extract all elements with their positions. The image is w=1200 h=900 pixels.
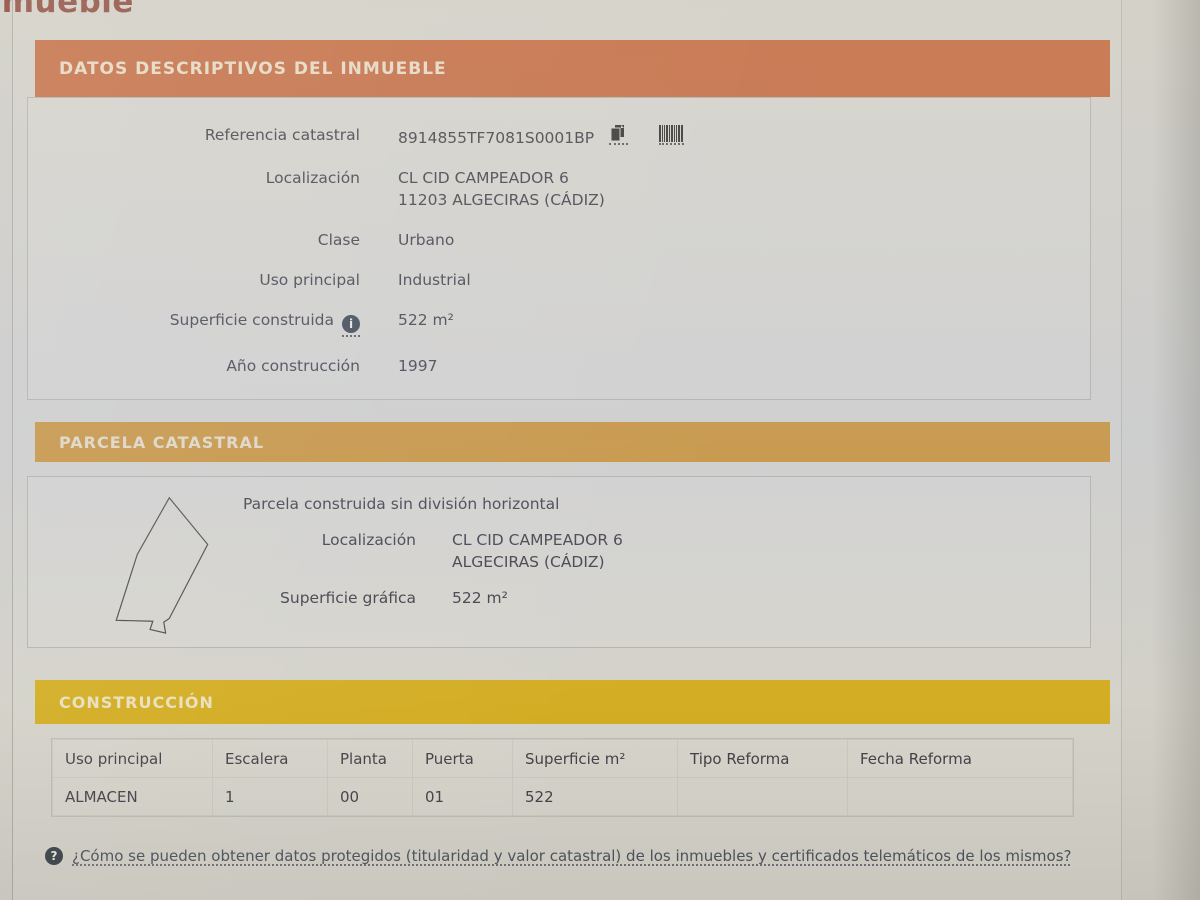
col-uso-principal: Uso principal xyxy=(52,739,213,778)
parcel-outline-drawing xyxy=(115,496,209,634)
barcode-icon[interactable] xyxy=(659,125,685,145)
localizacion-label: Localización xyxy=(265,169,360,187)
content-panel: DATOS DESCRIPTIVOS DEL INMUEBLE Referenc… xyxy=(12,0,1122,900)
parcela-nota: Parcela construida sin división horizont… xyxy=(243,495,560,513)
datos-content-box: Referencia catastral 8914855TF7081S0001B… xyxy=(27,97,1091,400)
field-row-superficie-construida: Superficie construida i 522 m² xyxy=(28,309,1090,337)
superficie-construida-label-text: Superficie construida xyxy=(169,311,334,329)
section-parcela-catastral: PARCELA CATASTRAL Parcela construida sin… xyxy=(27,422,1110,648)
cell-fecha-reforma xyxy=(847,777,1073,816)
parcela-row-superficie: Superficie gráfica 522 m² xyxy=(28,587,1090,609)
section-header-datos: DATOS DESCRIPTIVOS DEL INMUEBLE xyxy=(35,40,1110,97)
clase-label: Clase xyxy=(317,231,360,249)
section-construccion: CONSTRUCCIÓN Uso principal Escalera Plan… xyxy=(35,680,1110,817)
anio-construccion-label: Año construcción xyxy=(226,357,360,375)
cell-puerta: 01 xyxy=(412,777,513,816)
clase-value: Urbano xyxy=(398,231,455,249)
col-escalera: Escalera xyxy=(212,739,328,778)
parcela-content-box: Parcela construida sin división horizont… xyxy=(27,476,1091,648)
col-tipo-reforma: Tipo Reforma xyxy=(677,739,848,778)
col-puerta: Puerta xyxy=(412,739,513,778)
localizacion-line2: 11203 ALGECIRAS (CÁDIZ) xyxy=(398,191,605,209)
localizacion-line1: CL CID CAMPEADOR 6 xyxy=(398,169,569,187)
section-header-construccion: CONSTRUCCIÓN xyxy=(35,680,1110,724)
field-row-anio-construccion: Año construcción 1997 xyxy=(28,355,1090,377)
table-row: ALMACEN 1 00 01 522 xyxy=(52,777,1073,816)
parcela-fields: Localización CL CID CAMPEADOR 6 ALGECIRA… xyxy=(28,529,1090,627)
parcela-localizacion-line2: ALGECIRAS (CÁDIZ) xyxy=(452,553,605,571)
cell-superficie: 522 xyxy=(512,777,678,816)
help-circle-glyph: ? xyxy=(50,849,58,863)
parcela-row-localizacion: Localización CL CID CAMPEADOR 6 ALGECIRA… xyxy=(28,529,1090,573)
anio-construccion-value: 1997 xyxy=(398,357,438,375)
info-circle-glyph: i xyxy=(342,315,360,333)
uso-principal-label: Uso principal xyxy=(259,271,360,289)
superficie-construida-value: 522 m² xyxy=(398,311,454,329)
construccion-header-row: Uso principal Escalera Planta Puerta Sup… xyxy=(52,739,1073,778)
content-inner: DATOS DESCRIPTIVOS DEL INMUEBLE Referenc… xyxy=(13,0,1110,865)
col-fecha-reforma: Fecha Reforma xyxy=(847,739,1073,778)
cell-planta: 00 xyxy=(327,777,413,816)
referencia-label: Referencia catastral xyxy=(204,126,360,144)
section-header-parcela: PARCELA CATASTRAL xyxy=(35,422,1110,462)
field-row-clase: Clase Urbano xyxy=(28,229,1090,251)
uso-principal-value: Industrial xyxy=(398,271,471,289)
cell-uso-principal: ALMACEN xyxy=(52,777,213,816)
localizacion-value: CL CID CAMPEADOR 6 11203 ALGECIRAS (CÁDI… xyxy=(398,167,605,211)
footer-help-row: ? ¿Cómo se pueden obtener datos protegid… xyxy=(35,847,1110,865)
referencia-value: 8914855TF7081S0001BP xyxy=(398,129,595,147)
copy-document-icon[interactable] xyxy=(609,124,629,145)
cell-tipo-reforma xyxy=(677,777,848,816)
parcela-superficie-label: Superficie gráfica xyxy=(280,589,416,607)
field-row-localizacion: Localización CL CID CAMPEADOR 6 11203 AL… xyxy=(28,167,1090,211)
parcela-localizacion-line1: CL CID CAMPEADOR 6 xyxy=(452,531,623,549)
help-circle-icon[interactable]: ? xyxy=(45,847,63,865)
info-circle-icon[interactable]: i xyxy=(342,312,360,337)
field-row-referencia: Referencia catastral 8914855TF7081S0001B… xyxy=(28,124,1090,149)
parcela-superficie-value: 522 m² xyxy=(452,589,508,607)
superficie-construida-label: Superficie construida i xyxy=(28,309,360,337)
construccion-table: Uso principal Escalera Planta Puerta Sup… xyxy=(52,739,1073,816)
section-datos-descriptivos: DATOS DESCRIPTIVOS DEL INMUEBLE Referenc… xyxy=(27,40,1110,400)
construccion-table-box: Uso principal Escalera Planta Puerta Sup… xyxy=(51,738,1074,817)
help-link[interactable]: ¿Cómo se pueden obtener datos protegidos… xyxy=(72,847,1072,865)
col-superficie: Superficie m² xyxy=(512,739,678,778)
parcela-localizacion-value: CL CID CAMPEADOR 6 ALGECIRAS (CÁDIZ) xyxy=(452,529,623,573)
parcela-localizacion-label: Localización xyxy=(321,531,416,549)
cell-escalera: 1 xyxy=(212,777,328,816)
col-planta: Planta xyxy=(327,739,413,778)
page-title-fragment: inmueble xyxy=(0,0,134,20)
field-row-uso-principal: Uso principal Industrial xyxy=(28,269,1090,291)
referencia-value-cell: 8914855TF7081S0001BP xyxy=(398,124,685,149)
